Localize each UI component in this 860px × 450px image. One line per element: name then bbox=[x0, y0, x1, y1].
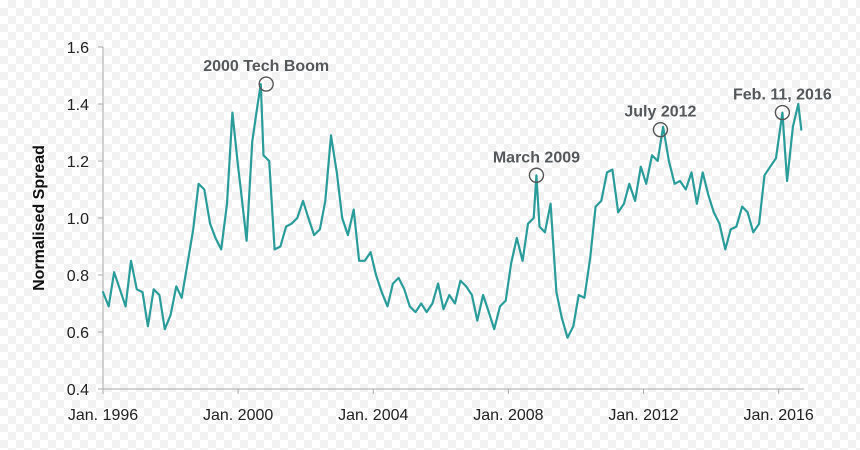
y-tick-label: 0.6 bbox=[67, 325, 89, 342]
y-tick-label: 1.0 bbox=[67, 211, 89, 228]
y-tick-label: 1.2 bbox=[67, 154, 89, 171]
series-group bbox=[101, 82, 803, 339]
x-tick-label: Jan. 1996 bbox=[68, 407, 138, 424]
annotation-label: March 2009 bbox=[493, 149, 580, 166]
y-tick-label: 1.4 bbox=[67, 97, 89, 114]
y-tick-label: 0.8 bbox=[67, 268, 89, 285]
x-tick-label: Jan. 2008 bbox=[473, 407, 543, 424]
annotation-label: 2000 Tech Boom bbox=[203, 58, 329, 75]
annotation-label: July 2012 bbox=[624, 104, 696, 121]
y-tick-label: 0.4 bbox=[67, 382, 89, 399]
y-tick-label: 1.6 bbox=[67, 40, 89, 57]
annotation-circle bbox=[528, 167, 545, 183]
x-tick-label: Jan. 2016 bbox=[744, 407, 814, 424]
x-axis: Jan. 1996 Jan. 2000 Jan. 2004 Jan. 2008 Jan.… bbox=[68, 388, 814, 424]
annotation-circle bbox=[258, 76, 274, 92]
annotation-circle bbox=[652, 121, 669, 138]
annotation-label: Feb. 11, 2016 bbox=[733, 87, 832, 104]
x-tick-label: Jan. 2012 bbox=[608, 407, 678, 424]
x-tick-label: Jan. 2004 bbox=[338, 407, 408, 424]
annotation-circle bbox=[774, 104, 791, 121]
y-axis: 0.4 0.6 0.8 1.0 1.2 1.4 1.6 bbox=[67, 40, 104, 399]
x-tick-label: Jan. 2000 bbox=[203, 407, 273, 424]
series-line bbox=[101, 82, 803, 339]
y-axis-label: Normalised Spread bbox=[31, 145, 48, 291]
annotations-group: 2000 Tech Boom March 2009 July 2012 Feb. 11… bbox=[203, 58, 832, 183]
